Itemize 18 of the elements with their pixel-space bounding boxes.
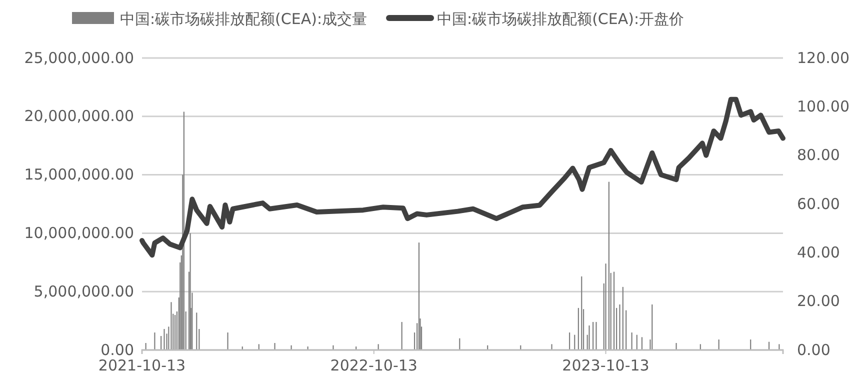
y-tick-label: 25,000,000.00 (24, 48, 134, 67)
y2-tick-label: 80.00 (797, 146, 840, 164)
x-tick-label: 2023-10-13 (562, 356, 650, 375)
y-tick-label: 10,000,000.00 (24, 224, 134, 242)
y-tick-label: 0.00 (100, 340, 134, 359)
y-tick-label: 5,000,000.00 (34, 282, 134, 300)
x-tick-label: 2021-10-13 (98, 356, 186, 375)
y2-tick-label: 20.00 (797, 292, 840, 310)
y2-tick-label: 100.00 (797, 97, 850, 116)
y-tick-label: 15,000,000.00 (24, 166, 134, 184)
y2-tick-label: 0.00 (797, 340, 830, 359)
y2-tick-label: 60.00 (797, 194, 840, 213)
legend-label: 中国:碳市场碳排放配额(CEA):成交量 (120, 10, 368, 28)
legend-label: 中国:碳市场碳排放配额(CEA):开盘价 (437, 10, 684, 28)
y-tick-label: 20,000,000.00 (24, 107, 134, 126)
x-tick-label: 2022-10-13 (330, 356, 418, 375)
y2-tick-label: 40.00 (797, 243, 840, 262)
y2-tick-label: 120.00 (797, 48, 850, 67)
